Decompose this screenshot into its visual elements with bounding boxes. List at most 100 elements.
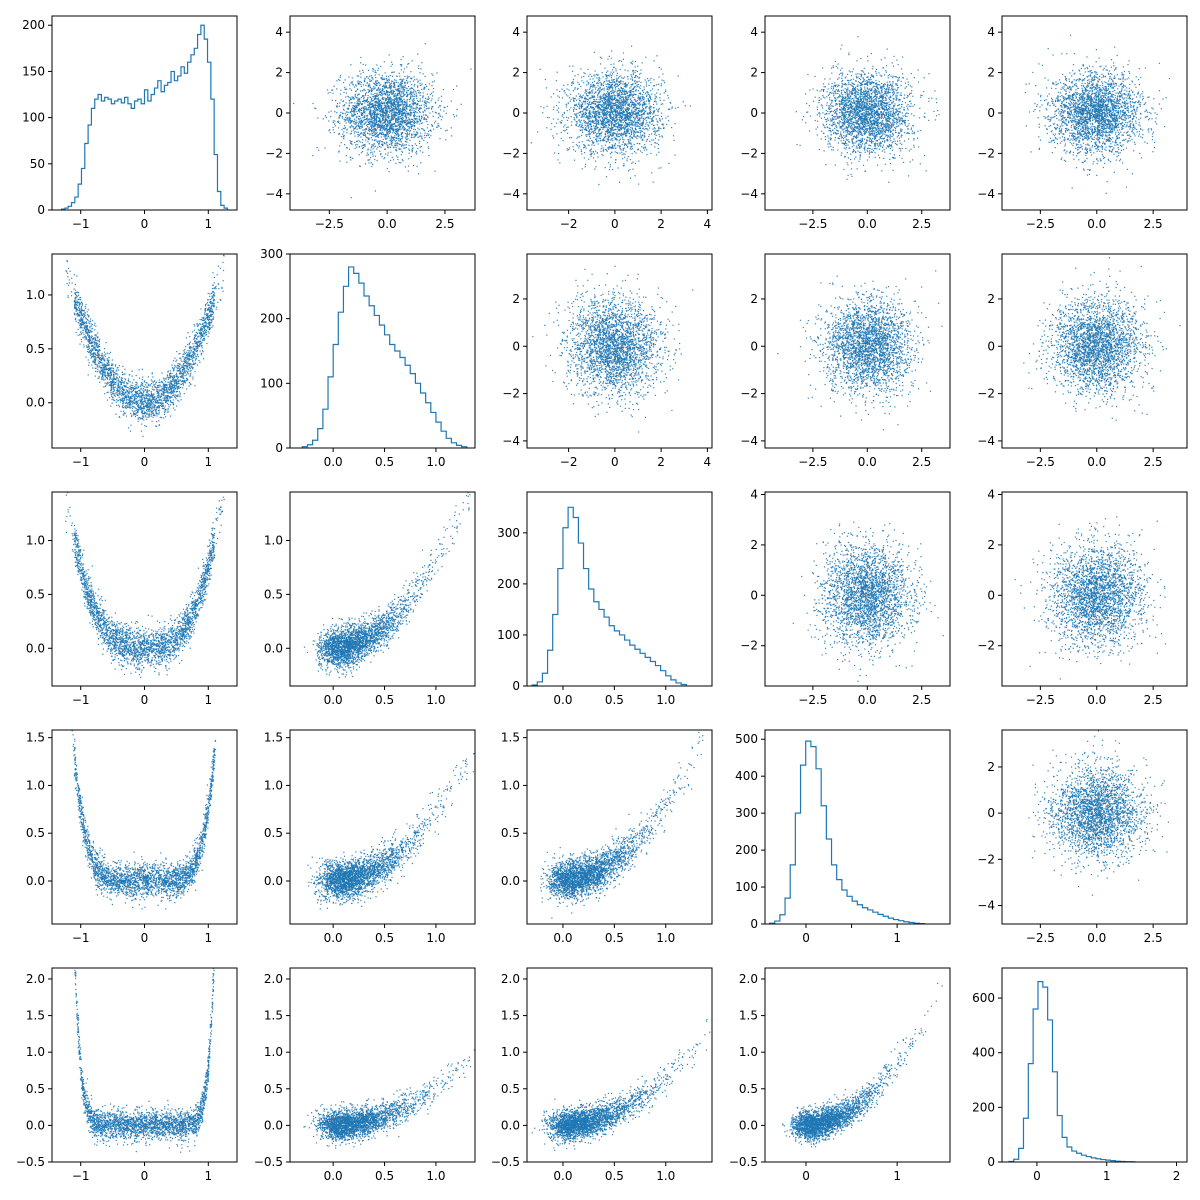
scatter-point [597, 80, 599, 82]
scatter-point [610, 71, 612, 73]
scatter-point [625, 116, 628, 118]
scatter-point [410, 105, 412, 107]
scatter-point [591, 111, 593, 113]
scatter-point [592, 142, 594, 144]
scatter-point [614, 112, 616, 114]
scatter-point [607, 58, 609, 60]
scatter-point [405, 130, 407, 132]
scatter-point [398, 113, 400, 115]
scatter-point [633, 133, 635, 136]
scatter-point [596, 115, 598, 117]
scatter-point [368, 143, 370, 145]
scatter-point [397, 86, 400, 88]
scatter-point [368, 106, 370, 109]
scatter-point [632, 168, 634, 170]
scatter-point [625, 109, 627, 111]
scatter-point [338, 116, 340, 118]
scatter-point [611, 135, 613, 137]
scatter-point [602, 147, 604, 149]
scatter-point [615, 115, 617, 117]
scatter-point [574, 108, 576, 110]
scatter-point [376, 131, 378, 133]
scatter-point [586, 139, 588, 141]
scatter-point [570, 124, 573, 126]
scatter-point [385, 112, 387, 114]
scatter-point [589, 87, 591, 89]
scatter-point [630, 91, 632, 93]
scatter-point [401, 110, 403, 113]
scatter-point [382, 108, 384, 110]
scatter-point [388, 97, 391, 100]
scatter-point [423, 139, 425, 142]
scatter-point [393, 110, 395, 112]
scatter-point [373, 111, 375, 113]
scatter-point [606, 129, 609, 131]
scatter-point [624, 115, 627, 117]
scatter-point [589, 115, 591, 117]
scatter-point [364, 145, 366, 148]
scatter-point [624, 133, 626, 135]
scatter-point [420, 118, 423, 120]
scatter-point [646, 94, 648, 96]
scatter-point [630, 98, 632, 100]
scatter-point [398, 101, 400, 103]
scatter-point [657, 148, 659, 150]
scatter-point [566, 88, 568, 90]
scatter-point [600, 135, 602, 137]
scatter-point [625, 83, 627, 85]
scatter-point [383, 117, 385, 119]
scatter-point [408, 158, 410, 160]
scatter-point [351, 102, 353, 104]
scatter-point [318, 149, 320, 151]
scatter-point [583, 120, 585, 122]
scatter-point [366, 124, 368, 126]
scatter-point [384, 123, 386, 125]
scatter-point [608, 95, 610, 97]
scatter-point [413, 93, 415, 95]
scatter-point [400, 113, 402, 115]
scatter-point [375, 98, 377, 100]
scatter-point [377, 101, 379, 103]
scatter-point [619, 68, 621, 70]
scatter-point [603, 93, 605, 95]
scatter-point [385, 127, 387, 130]
scatter-point [351, 98, 353, 100]
scatter-point [361, 121, 364, 124]
scatter-point [401, 137, 404, 139]
scatter-point [556, 89, 558, 91]
scatter-point [583, 157, 585, 159]
scatter-point [599, 81, 601, 84]
scatter-point [575, 114, 577, 116]
scatter-point [600, 82, 602, 84]
scatter-point [571, 81, 573, 83]
scatter-point [411, 118, 413, 120]
scatter-point [369, 80, 371, 82]
scatter-point [630, 148, 632, 150]
scatter-point [344, 88, 346, 90]
scatter-point [606, 116, 608, 118]
scatter-point [631, 63, 634, 65]
scatter-point [628, 105, 631, 107]
scatter-point [667, 115, 669, 117]
scatter-point [630, 62, 632, 64]
scatter-point [389, 115, 391, 117]
scatter-point [641, 116, 643, 118]
scatter-point [613, 115, 615, 117]
scatter-point [405, 147, 407, 149]
scatter-point [599, 78, 601, 80]
scatter-point [378, 87, 380, 89]
scatter-point [373, 68, 375, 70]
scatter-point [392, 80, 394, 82]
scatter-point [581, 126, 583, 128]
scatter-point [405, 136, 407, 138]
scatter-point [571, 82, 573, 85]
scatter-point [406, 112, 408, 114]
scatter-point [377, 103, 380, 105]
scatter-point [393, 71, 395, 73]
scatter-point [399, 138, 401, 140]
scatter-point [386, 108, 388, 110]
scatter-point [617, 136, 620, 138]
scatter-point [619, 90, 621, 92]
scatter-point [621, 117, 623, 120]
scatter-point [359, 120, 361, 122]
